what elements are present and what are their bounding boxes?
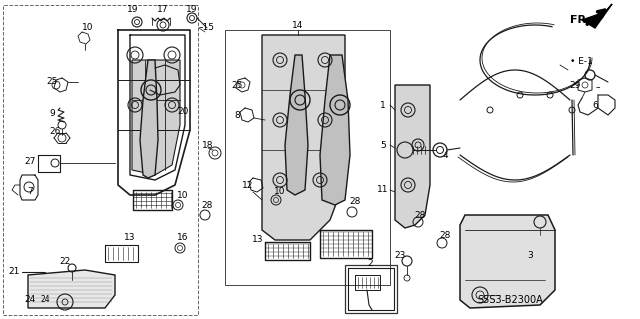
Text: 25: 25 — [231, 80, 243, 90]
Text: 28: 28 — [414, 211, 426, 219]
Text: 21: 21 — [8, 268, 20, 277]
Text: 23: 23 — [394, 250, 406, 259]
Text: 1: 1 — [380, 100, 386, 109]
Text: 11: 11 — [377, 186, 388, 195]
Text: 20: 20 — [177, 108, 189, 116]
Text: 2: 2 — [367, 258, 373, 268]
Polygon shape — [395, 85, 430, 228]
Text: 19: 19 — [186, 5, 198, 14]
Text: 10: 10 — [275, 188, 285, 197]
Text: 25: 25 — [46, 78, 58, 86]
Polygon shape — [460, 215, 555, 308]
Bar — [3, 5, 198, 315]
Text: 10: 10 — [177, 190, 189, 199]
Polygon shape — [582, 4, 612, 28]
Text: 24: 24 — [24, 295, 36, 305]
Text: 17: 17 — [157, 5, 169, 14]
Text: 6: 6 — [592, 100, 598, 109]
Text: 7: 7 — [27, 188, 33, 197]
Text: 12: 12 — [243, 181, 253, 189]
Text: • E-1: • E-1 — [570, 57, 593, 66]
Text: 10: 10 — [83, 24, 93, 33]
Text: 5: 5 — [380, 140, 386, 150]
Text: 26: 26 — [49, 128, 61, 137]
Text: S5S3-B2300A: S5S3-B2300A — [477, 295, 543, 305]
Text: 13: 13 — [252, 235, 264, 244]
Text: 19: 19 — [127, 5, 139, 14]
Bar — [225, 30, 390, 285]
Text: 27: 27 — [24, 158, 36, 167]
Text: 28: 28 — [439, 231, 451, 240]
Polygon shape — [28, 270, 115, 308]
Text: 18: 18 — [202, 140, 214, 150]
Polygon shape — [262, 35, 345, 240]
Polygon shape — [285, 55, 308, 195]
Text: FR.: FR. — [570, 15, 590, 25]
Text: 28: 28 — [202, 201, 212, 210]
Polygon shape — [320, 55, 350, 205]
Text: 9: 9 — [49, 108, 55, 117]
Text: –15: –15 — [199, 24, 215, 33]
Text: 4: 4 — [442, 151, 448, 160]
Text: 14: 14 — [292, 20, 304, 29]
Text: 16: 16 — [177, 234, 189, 242]
Text: 8: 8 — [234, 110, 240, 120]
Text: 24: 24 — [40, 295, 50, 305]
Text: 29: 29 — [570, 80, 580, 90]
Text: 13: 13 — [124, 234, 136, 242]
Polygon shape — [132, 60, 180, 175]
Text: 22: 22 — [60, 257, 70, 266]
Text: 28: 28 — [349, 197, 361, 206]
Polygon shape — [140, 60, 158, 178]
Text: –: – — [596, 84, 600, 93]
Bar — [345, 265, 397, 313]
Text: 3: 3 — [527, 250, 533, 259]
